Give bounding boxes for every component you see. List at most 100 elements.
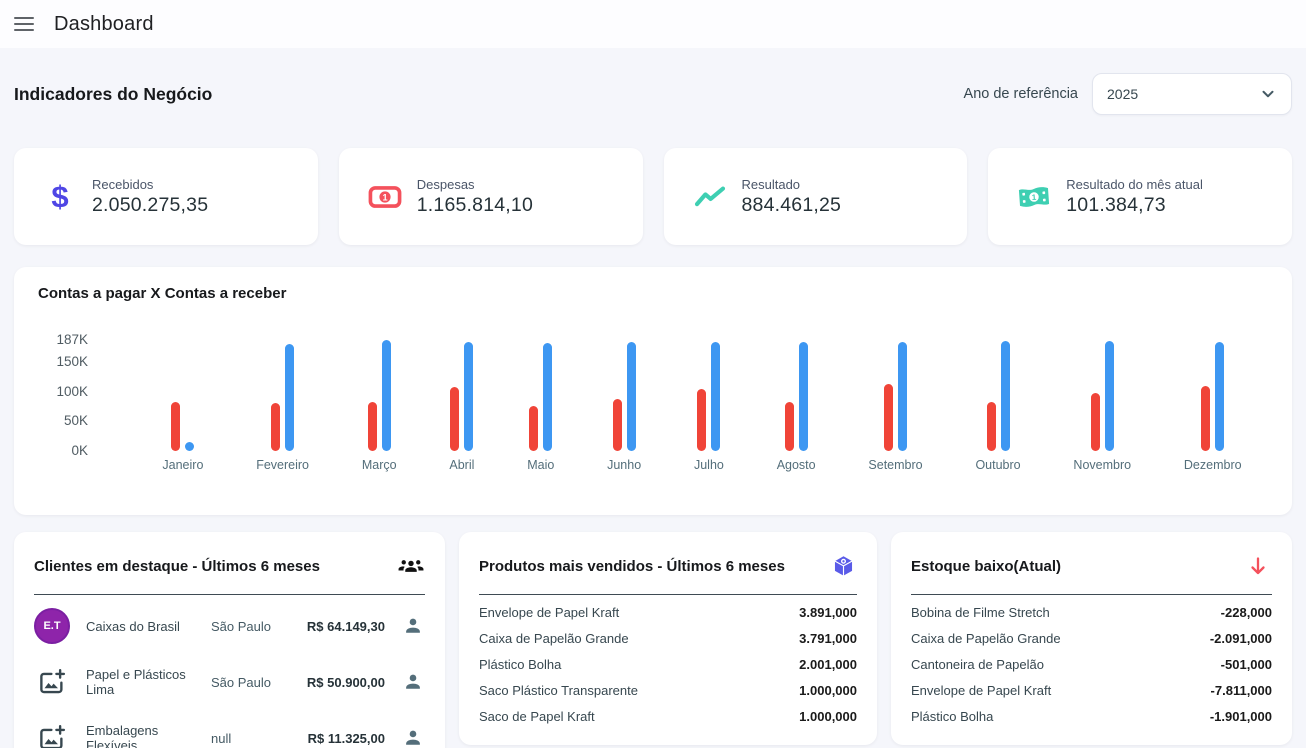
client-row: Embalagens Flexíveis null R$ 11.325,00 [14,713,445,748]
x-tick-label: Abril [449,458,475,472]
client-row: Papel e Plásticos Lima São Paulo R$ 50.900… [14,657,445,707]
item-value: -7.811,000 [1210,682,1272,698]
product-row: Plástico Bolha 2.001,000 [459,652,877,678]
item-value: -501,000 [1220,656,1272,672]
kpi-label: Recebidos [92,176,154,192]
bar-pagar [450,387,460,451]
product-row: Envelope de Papel Kraft 3.891,000 [459,600,877,626]
client-name: Caixas do Brasil [86,618,180,634]
x-tick-label: Novembro [1073,458,1132,472]
stock-row: Envelope de Papel Kraft -7.811,000 [891,677,1292,703]
bar-group-outubro: Outubro [975,330,1021,476]
chart-card: Contas a pagar X Contas a receber 0K 50K 1… [14,267,1292,515]
item-name: Plástico Bolha [911,708,994,724]
app-title: Dashboard [54,12,154,35]
bar-receber [1104,341,1114,451]
bar-group-setembro: Setembro [868,330,923,476]
bar-group-março: Março [362,330,397,476]
x-tick-label: Outubro [975,458,1021,472]
person-icon[interactable] [401,614,425,638]
y-tick-label: 150K [56,353,88,369]
client-city: São Paulo [211,674,271,690]
stock-row: Bobina de Filme Stretch -228,000 [891,600,1292,626]
bar-receber [185,442,195,451]
item-name: Cantoneira de Papelão [911,656,1044,672]
bar-group-fevereiro: Fevereiro [256,330,309,476]
chart-title: Contas a pagar X Contas a receber [38,285,287,302]
dollar-icon: $ [51,178,69,214]
bar-group-julho: Julho [694,330,724,476]
product-row: Saco Plástico Transparente 1.000,000 [459,677,877,703]
bar-pagar [784,402,794,451]
year-select[interactable]: 2025 [1092,73,1292,115]
client-avatar: E.T [34,608,70,644]
bar-pagar [612,399,622,451]
bar-receber [381,340,391,451]
y-tick-label: 187K [56,331,88,347]
bar-receber [798,342,808,451]
bar-pagar [367,402,377,451]
year-select-value: 2025 [1107,86,1139,102]
client-amount: R$ 64.149,30 [306,618,385,634]
product-row: Caixa de Papelão Grande 3.791,000 [459,626,877,652]
kpi-label: Resultado do mês atual [1066,176,1203,192]
person-icon[interactable] [401,670,425,694]
client-name: Papel e Plásticos Lima [86,667,186,697]
arrow-down-icon [1244,552,1272,580]
person-icon[interactable] [401,726,425,748]
item-name: Saco de Papel Kraft [479,708,595,724]
banknote-outline-icon: 1 [365,184,405,210]
page: Indicadores do Negócio Ano de referência… [0,72,1306,748]
menu-icon[interactable] [12,14,38,34]
topbar: Dashboard [0,0,1306,48]
kpi-value: 2.050.275,35 [92,193,209,216]
banknote-filled-icon: 1 [1014,183,1054,211]
item-value: 3.891,000 [799,605,857,621]
item-name: Bobina de Filme Stretch [911,605,1050,621]
stock-row: Cantoneira de Papelão -501,000 [891,652,1292,678]
bar-pagar [271,403,281,451]
kpi-value: 101.384,73 [1066,193,1166,216]
client-city: São Paulo [211,618,271,634]
bar-group-maio: Maio [527,330,554,476]
chart-y-axis: 0K 50K 100K 150K 187K [38,330,102,476]
year-reference-label: Ano de referência [963,86,1078,102]
clients-card: Clientes em destaque - Últimos 6 meses E… [14,532,445,748]
kpi-card-resultado: 1 Resultado do mês atual 101.384,73 [988,148,1292,245]
item-value: 2.001,000 [799,656,857,672]
trend-up-icon [690,184,730,210]
item-value: 3.791,000 [799,631,857,647]
add-photo-icon[interactable] [34,720,70,748]
bar-receber [1215,342,1225,451]
item-value: 1.000,000 [799,682,857,698]
bar-pagar [1090,393,1100,451]
add-photo-icon[interactable] [34,664,70,700]
bar-group-abril: Abril [449,330,474,476]
kpi-card-despesas: 1 Despesas 1.165.814,10 [338,148,643,245]
products-card: Produtos mais vendidos - Últimos 6 meses… [459,532,877,745]
kpi-card-recebidos: $ Recebidos 2.050.275,35 [14,148,318,245]
y-tick-label: 0K [71,443,88,458]
bar-pagar [884,384,894,451]
y-tick-label: 50K [63,413,88,429]
bar-pagar [529,406,539,451]
bar-pagar [171,402,181,451]
client-city: null [211,730,232,746]
stock-row: Caixa de Papelão Grande -2.091,000 [891,626,1292,652]
svg-text:1: 1 [1032,192,1038,201]
bar-pagar [986,402,996,451]
x-tick-label: Janeiro [162,458,204,472]
item-name: Plástico Bolha [479,656,562,672]
bar-pagar [1201,386,1211,451]
kpi-value: 884.461,25 [741,193,842,216]
stock-row: Plástico Bolha -1.901,000 [891,703,1292,729]
x-tick-label: Julho [693,458,724,472]
kpi-label: Resultado [741,176,801,192]
page-title: Indicadores do Negócio [14,83,213,104]
bar-chart: 0K 50K 100K 150K 187K Janeiro Fevereiro Março A… [38,330,1268,476]
item-name: Envelope de Papel Kraft [479,605,620,621]
x-tick-label: Junho [607,458,642,472]
chevron-down-icon [1259,85,1277,103]
x-tick-label: Dezembro [1183,458,1242,472]
kpi-card-resultado: Resultado 884.461,25 [663,148,968,245]
